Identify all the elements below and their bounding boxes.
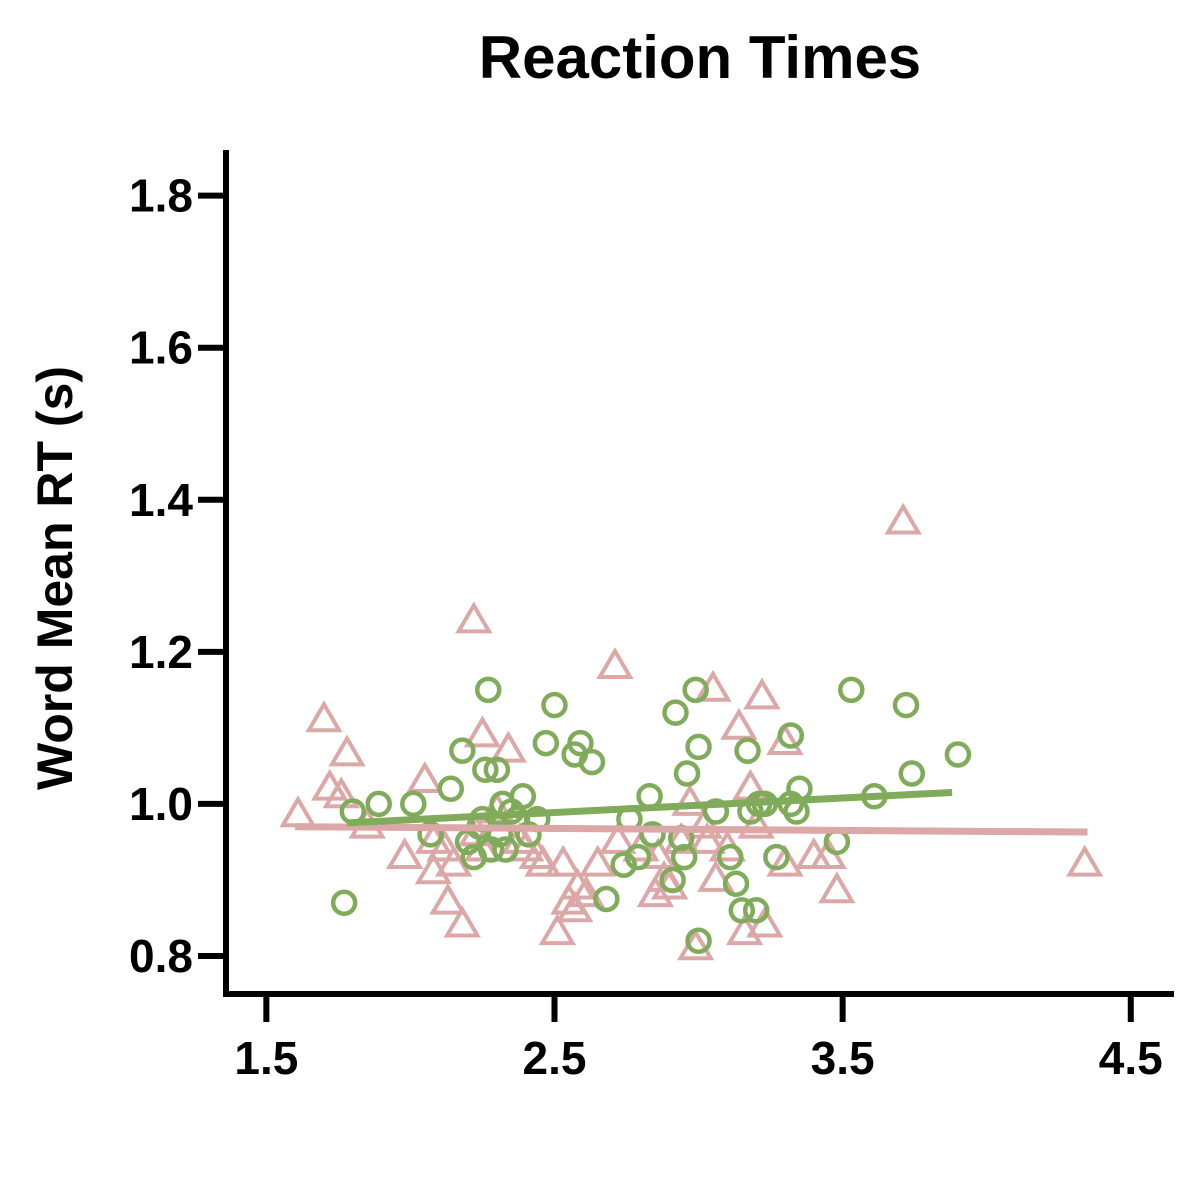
circle-point: [417, 821, 444, 848]
circle-point: [742, 897, 770, 924]
x-tick-label: 1.5: [234, 1032, 298, 1084]
circle-point: [541, 691, 568, 719]
circle-point: [763, 843, 790, 871]
triangle-point: [328, 734, 366, 767]
circle-point: [670, 843, 698, 871]
y-tick-label: 0.8: [129, 930, 193, 982]
triangle-point: [766, 723, 804, 756]
triangle-point: [434, 844, 473, 877]
circle-trend-line: [346, 789, 953, 827]
triangle-point: [743, 677, 781, 710]
y-ticks: 0.8 1.0 1.2 1.4 1.6 1.8: [129, 170, 226, 982]
y-axis-label: Word Mean RT (s): [27, 366, 83, 790]
circle-point: [734, 737, 761, 764]
x-ticks: 1.5 2.5 3.5 4.5: [234, 994, 1163, 1084]
triangle-point: [596, 647, 634, 679]
triangle-point: [538, 913, 577, 946]
triangle-point: [555, 890, 594, 923]
circle-point: [728, 897, 756, 924]
circle-point: [593, 885, 620, 913]
triangle-point: [406, 761, 444, 794]
y-tick-label: 1.2: [129, 626, 193, 678]
chart-title: Reaction Times: [479, 24, 921, 91]
x-tick-label: 2.5: [523, 1032, 587, 1084]
triangle-point: [305, 700, 343, 733]
circle-point: [898, 760, 926, 787]
y-tick-label: 1.4: [129, 474, 193, 526]
triangle-point: [671, 783, 709, 816]
circle-point: [400, 790, 427, 818]
triangle-point: [720, 707, 758, 740]
circle-point: [673, 760, 701, 787]
circle-series: [330, 676, 972, 955]
circle-point: [777, 722, 805, 749]
triangle-point: [688, 821, 726, 854]
circle-point: [578, 748, 606, 776]
x-tick-label: 4.5: [1099, 1032, 1163, 1084]
triangle-series: [279, 502, 1104, 961]
triangle-point: [818, 871, 856, 904]
circle-point: [685, 927, 712, 955]
triangle-point: [489, 730, 528, 763]
circle-point: [330, 889, 358, 917]
x-tick-label: 3.5: [811, 1032, 875, 1084]
plot-area: [279, 502, 1104, 961]
circle-point: [492, 836, 519, 863]
triangle-point: [662, 821, 700, 854]
y-tick-label: 1.0: [129, 778, 193, 830]
triangle-point: [524, 844, 562, 877]
triangle-point: [766, 844, 804, 877]
circle-point: [437, 775, 465, 802]
triangle-point: [599, 821, 637, 854]
circle-point: [838, 676, 865, 704]
circle-point: [717, 843, 744, 871]
circle-point: [662, 699, 689, 726]
triangle-point: [443, 905, 481, 938]
circle-point: [365, 790, 392, 818]
circle-point: [892, 691, 920, 719]
triangle-trend-line: [295, 823, 1088, 836]
circle-point: [722, 870, 750, 897]
triangle-point: [567, 875, 605, 908]
triangle-point: [1065, 844, 1104, 877]
circle-point: [610, 851, 637, 878]
circle-point: [483, 756, 511, 783]
circle-point: [639, 821, 666, 848]
triangle-point: [426, 829, 464, 862]
circle-point: [702, 798, 730, 825]
circle-point: [449, 737, 476, 764]
circle-point: [944, 741, 972, 768]
circle-point: [624, 843, 652, 871]
circle-point: [685, 733, 712, 761]
circle-point: [509, 783, 537, 810]
y-tick-label: 1.6: [129, 322, 193, 374]
triangle-point: [579, 844, 617, 877]
triangle-point: [455, 601, 493, 634]
circle-point: [472, 756, 499, 783]
triangle-point: [279, 795, 317, 828]
circle-point: [659, 866, 686, 894]
circle-point: [474, 676, 502, 704]
circle-point: [567, 729, 594, 757]
triangle-point: [636, 875, 675, 908]
circle-point: [682, 676, 709, 704]
circle-point: [486, 821, 513, 848]
triangle-point: [429, 882, 467, 915]
triangle-point: [544, 844, 582, 877]
triangle-point: [884, 502, 922, 535]
triangle-point: [463, 715, 502, 748]
y-tick-label: 1.8: [129, 170, 193, 222]
circle-point: [532, 729, 560, 757]
triangle-point: [697, 859, 735, 892]
triangle-point: [385, 837, 424, 870]
